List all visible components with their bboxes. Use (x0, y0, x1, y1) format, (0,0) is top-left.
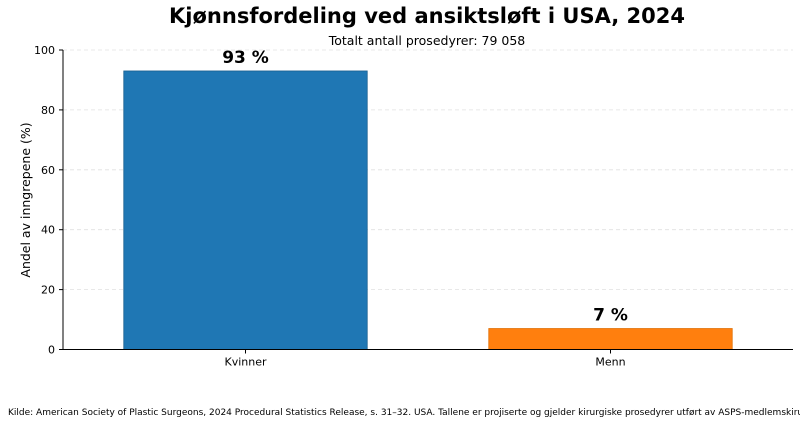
y-tick-label: 100 (34, 44, 55, 57)
chart-title: Kjønnsfordeling ved ansiktsløft i USA, 2… (169, 4, 685, 28)
bars: 93 % 7 % (123, 48, 733, 350)
chart-subtitle: Totalt antall prosedyrer: 79 058 (328, 33, 526, 48)
y-tick-label: 40 (41, 224, 55, 237)
bar-kvinner (123, 70, 368, 350)
y-ticks: 0 20 40 60 80 100 (34, 44, 63, 357)
y-tick-label: 0 (48, 344, 55, 357)
bar-menn (488, 328, 733, 350)
axes (62, 50, 793, 350)
data-label-menn: 7 % (593, 306, 628, 326)
x-tick-label-kvinner: Kvinner (224, 356, 266, 369)
y-tick-label: 80 (41, 104, 55, 117)
source-note: Kilde: American Society of Plastic Surge… (8, 408, 800, 418)
y-tick-label: 20 (41, 284, 55, 297)
y-axis-label: Andel av inngrepene (%) (18, 122, 33, 277)
data-label-kvinner: 93 % (222, 48, 269, 68)
x-tick-label-menn: Menn (595, 356, 625, 369)
y-tick-label: 60 (41, 164, 55, 177)
x-ticks: Kvinner Menn (224, 349, 626, 369)
